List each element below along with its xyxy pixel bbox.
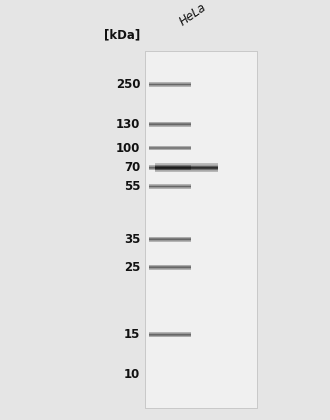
- Text: 100: 100: [116, 142, 140, 155]
- Bar: [148, 332, 191, 333]
- Bar: [148, 268, 191, 269]
- Bar: [148, 166, 191, 167]
- Bar: [148, 267, 191, 268]
- Bar: [148, 167, 191, 168]
- Bar: [148, 186, 191, 187]
- Bar: [148, 84, 191, 85]
- Text: 35: 35: [124, 233, 140, 246]
- Bar: [148, 86, 191, 87]
- Bar: [148, 147, 191, 148]
- Bar: [148, 238, 191, 239]
- Bar: [148, 125, 191, 126]
- Bar: [148, 165, 191, 166]
- Bar: [148, 336, 191, 337]
- Bar: [148, 122, 191, 123]
- Bar: [148, 83, 191, 84]
- Bar: [148, 148, 191, 149]
- Bar: [148, 82, 191, 83]
- Text: 15: 15: [124, 328, 140, 341]
- Bar: [148, 185, 191, 186]
- Bar: [148, 146, 191, 147]
- Bar: [145, 51, 257, 408]
- Text: 250: 250: [116, 78, 140, 91]
- Bar: [148, 188, 191, 189]
- Bar: [148, 333, 191, 334]
- Bar: [148, 241, 191, 242]
- Text: HeLa: HeLa: [177, 1, 209, 29]
- Bar: [148, 265, 191, 266]
- Bar: [148, 85, 191, 86]
- Text: 130: 130: [116, 118, 140, 131]
- Text: 10: 10: [124, 368, 140, 381]
- Bar: [148, 169, 191, 170]
- Bar: [148, 237, 191, 238]
- Bar: [148, 334, 191, 335]
- Bar: [148, 168, 191, 169]
- Bar: [148, 269, 191, 270]
- Bar: [148, 149, 191, 150]
- Bar: [148, 335, 191, 336]
- Bar: [148, 184, 191, 185]
- Bar: [148, 124, 191, 125]
- Bar: [148, 240, 191, 241]
- Bar: [148, 266, 191, 267]
- Bar: [148, 123, 191, 124]
- Text: 55: 55: [124, 180, 140, 193]
- Text: 70: 70: [124, 161, 140, 174]
- Bar: [148, 239, 191, 240]
- Text: [kDa]: [kDa]: [104, 28, 140, 41]
- Text: 25: 25: [124, 261, 140, 273]
- Bar: [148, 187, 191, 188]
